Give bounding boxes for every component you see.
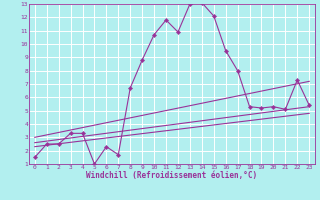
X-axis label: Windchill (Refroidissement éolien,°C): Windchill (Refroidissement éolien,°C) [86,171,258,180]
